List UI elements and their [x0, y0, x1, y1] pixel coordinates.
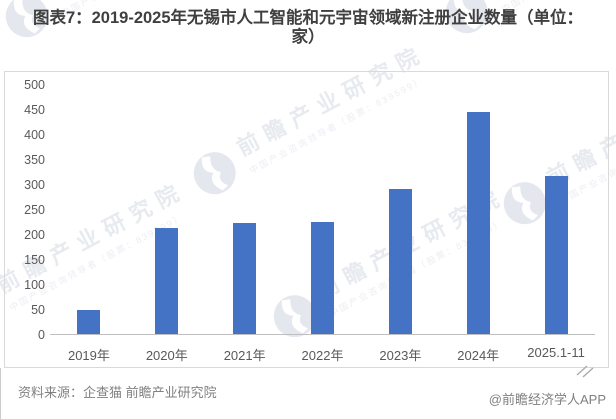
y-axis-tick-label: 500 [24, 78, 45, 92]
y-axis-tick-label: 50 [31, 303, 45, 317]
bar-slot [517, 84, 595, 334]
figure-title: 图表7：2019-2025年无锡市人工智能和元宇宙领域新注册企业数量（单位： 家… [32, 9, 584, 46]
y-axis-tick-label: 0 [38, 328, 45, 342]
bar-slot [206, 84, 284, 334]
bar-2019年 [77, 310, 101, 334]
bar-slot [128, 84, 206, 334]
bar-2024年 [466, 111, 490, 334]
bar-slot [50, 84, 128, 334]
y-axis-tick-label: 250 [24, 203, 45, 217]
bar-slot [439, 84, 517, 334]
source-note: 资料来源：企查猫 前瞻产业研究院 [18, 385, 217, 400]
bar-slot [284, 84, 362, 334]
y-axis-tick-label: 350 [24, 153, 45, 167]
x-axis-label: 2022年 [301, 348, 344, 363]
resize-handle-icon [576, 365, 594, 378]
y-axis-tick-label: 300 [24, 178, 45, 192]
bar-2020年 [155, 228, 179, 334]
bar-2023年 [388, 189, 412, 334]
y-axis-tick-label: 100 [24, 278, 45, 292]
page-left-border [0, 368, 1, 419]
bar-2025.1-11 [544, 175, 568, 334]
x-axis-label: 2019年 [67, 348, 110, 363]
bar-series [50, 84, 595, 334]
x-axis-label: 2023年 [379, 348, 422, 363]
y-axis-tick-label: 450 [24, 103, 45, 117]
x-axis-line [50, 334, 595, 335]
y-axis: 0 50 100 150 200 250 300 350 400 450 500 [5, 78, 45, 342]
bar-2022年 [311, 221, 334, 334]
y-axis-tick-label: 400 [24, 128, 45, 142]
x-axis-label: 2025.1-11 [527, 345, 585, 360]
watermark-text: 前瞻产业研究院 [42, 0, 242, 6]
watermark-text: 前瞻产业研究院 [482, 0, 616, 2]
x-axis-label: 2024年 [457, 348, 500, 363]
x-axis-label: 2020年 [145, 348, 188, 363]
bar-slot [361, 84, 439, 334]
credit-note: @前瞻经济学人APP [488, 392, 606, 407]
bar-2021年 [233, 223, 257, 334]
y-axis-tick-label: 200 [24, 228, 45, 242]
y-axis-tick-label: 150 [24, 253, 45, 267]
x-axis: 2019年 2020年 2021年 2022年 2023年 2024年 2025.1-11 [50, 345, 595, 364]
x-axis-label: 2021年 [223, 348, 266, 363]
chart-area: 0 50 100 150 200 250 300 350 400 450 500 2019年 2020… [4, 71, 609, 368]
